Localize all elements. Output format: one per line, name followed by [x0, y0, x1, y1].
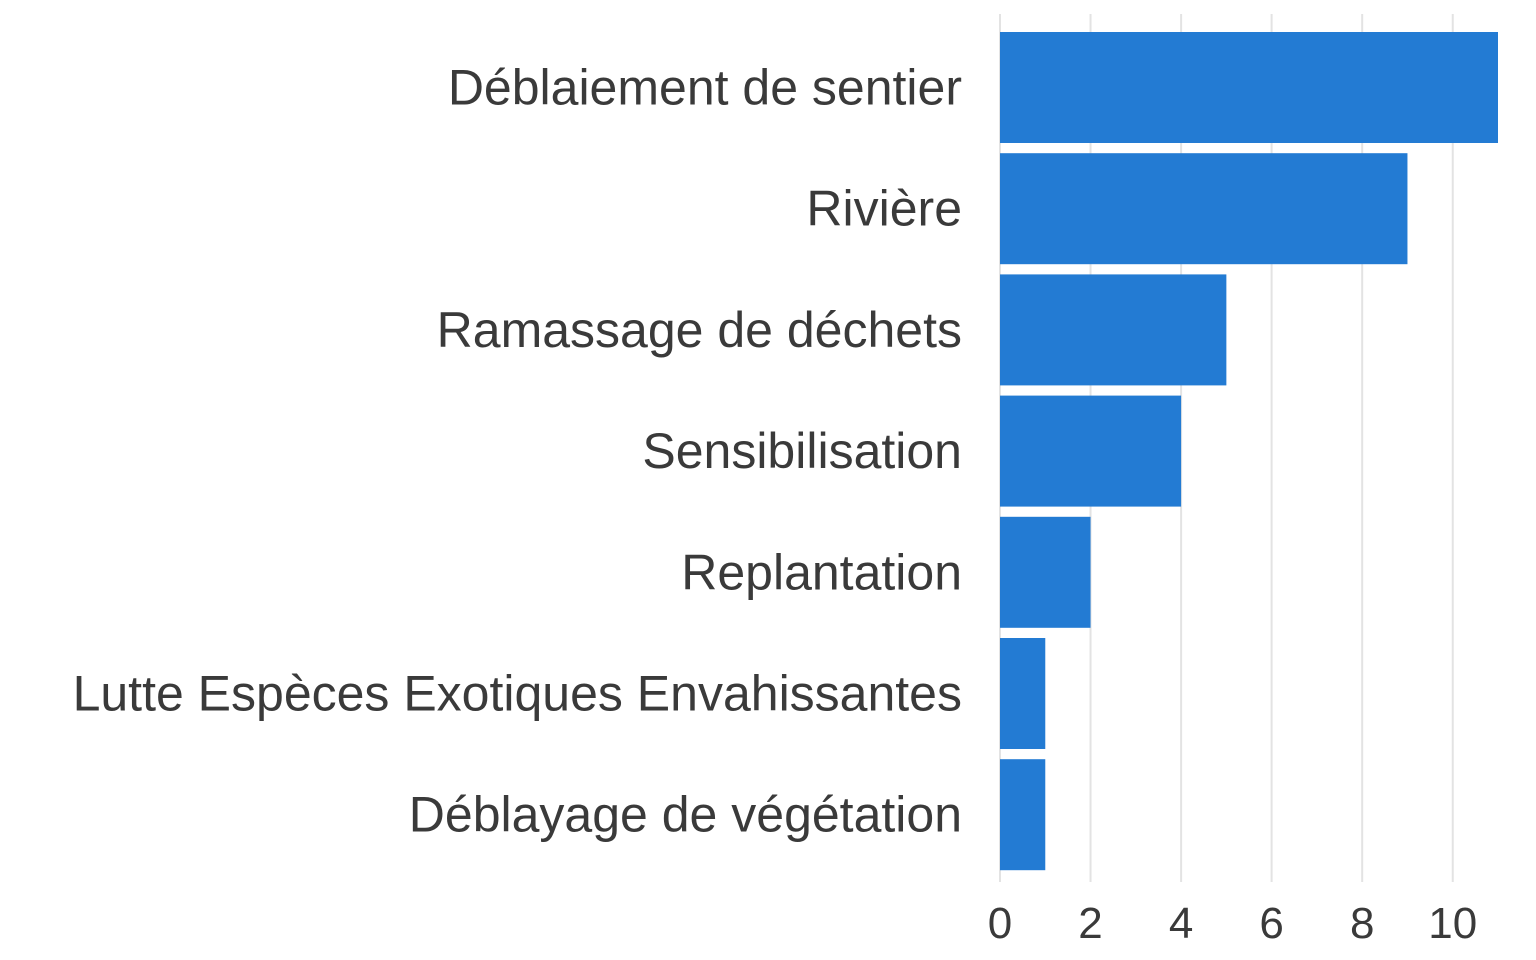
category-label-5: Lutte Espèces Exotiques Envahissantes: [73, 666, 962, 722]
bar-2: [1000, 274, 1227, 386]
x-tick-labels: 0 2 4 6 8 10: [988, 899, 1477, 948]
x-tick-label-10: 10: [1428, 899, 1477, 948]
x-tick-label-0: 0: [988, 899, 1012, 948]
bar-1: [1000, 153, 1408, 265]
category-label-1: Rivière: [806, 181, 962, 237]
bar-3: [1000, 395, 1182, 507]
category-label-2: Ramassage de déchets: [437, 302, 962, 358]
category-labels: Déblaiement de sentier Rivière Ramassage d…: [73, 60, 962, 843]
bars: [1000, 32, 1498, 871]
bar-6: [1000, 759, 1046, 871]
x-tick-label-2: 2: [1078, 899, 1102, 948]
x-tick-label-6: 6: [1259, 899, 1283, 948]
category-label-4: Replantation: [681, 544, 962, 600]
category-label-3: Sensibilisation: [642, 423, 962, 479]
bar-5: [1000, 638, 1046, 749]
category-label-6: Déblayage de végétation: [409, 787, 962, 843]
bar-0: [1000, 32, 1498, 143]
x-tick-label-8: 8: [1350, 899, 1374, 948]
category-label-0: Déblaiement de sentier: [448, 60, 962, 116]
bar-4: [1000, 516, 1091, 628]
x-tick-label-4: 4: [1169, 899, 1193, 948]
